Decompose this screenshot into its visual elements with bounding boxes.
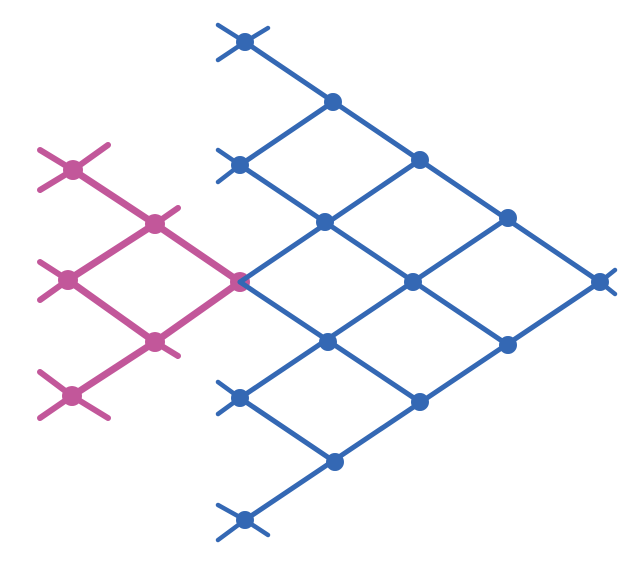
blue-edge [237, 99, 336, 168]
blue-node [324, 93, 342, 111]
blue-node [499, 336, 517, 354]
blue-node [231, 389, 249, 407]
pink-edge [64, 276, 159, 346]
blue-lattice [215, 22, 618, 543]
blue-node [499, 209, 517, 227]
blue-node [236, 511, 254, 529]
blue-node [316, 213, 334, 231]
pink-node [62, 386, 82, 406]
pink-node [145, 214, 165, 234]
pink-edge [69, 166, 159, 228]
pink-edge [68, 338, 159, 400]
pink-node [63, 160, 83, 180]
blue-edge [237, 215, 511, 401]
blue-node [411, 393, 429, 411]
blue-node [236, 33, 254, 51]
blue-edge [237, 395, 338, 465]
pink-edge [64, 220, 159, 284]
blue-node [326, 453, 344, 471]
blue-node [411, 151, 429, 169]
blue-edge [237, 162, 511, 348]
pink-node [58, 270, 78, 290]
pink-edge [151, 220, 244, 286]
pink-lattice [37, 142, 250, 421]
blue-node [231, 156, 249, 174]
blue-node [591, 273, 609, 291]
blue-node [404, 273, 422, 291]
pink-node [145, 332, 165, 352]
blue-node [319, 333, 337, 351]
pink-edge [151, 278, 244, 346]
